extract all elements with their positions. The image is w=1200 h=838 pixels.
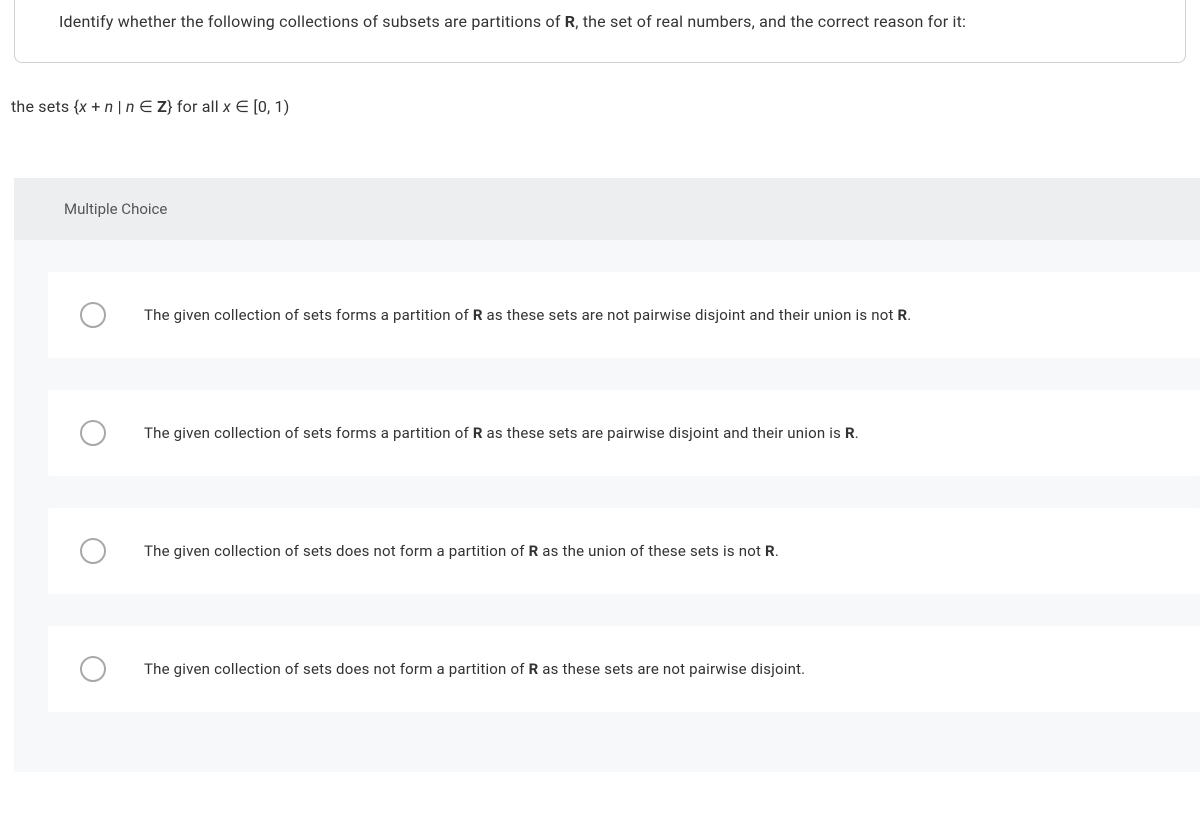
opt-b2: R [765,542,775,560]
option-row[interactable]: The given collection of sets does not fo… [48,508,1200,594]
opt-b1: R [529,542,539,560]
opt-b1: R [473,306,483,324]
option-text: The given collection of sets forms a par… [144,424,859,442]
opt-mid: as these sets are not pairwise disjoint … [483,306,898,324]
option-text: The given collection of sets does not fo… [144,542,779,560]
question-box: Identify whether the following collectio… [14,0,1186,63]
prompt-post: , the set of real numbers, and the corre… [575,12,966,31]
opt-post: . [855,424,859,442]
sq-x2: x [223,97,231,116]
opt-b2: R [845,424,855,442]
opt-mid: as these sets are pairwise disjoint and … [483,424,845,442]
opt-b1: R [529,660,539,678]
sq-in: ∈ [135,97,157,116]
opt-pre: The given collection of sets does not fo… [144,660,529,678]
opt-post: . [907,306,911,324]
subquestion-text: the sets {x + n | n ∈ Z} for all x ∈ [0,… [11,97,1200,116]
opt-b1: R [473,424,483,442]
options-list: The given collection of sets forms a par… [14,272,1200,712]
option-text: The given collection of sets forms a par… [144,306,911,324]
option-text: The given collection of sets does not fo… [144,660,805,678]
opt-b2: R [897,306,907,324]
opt-pre: The given collection of sets forms a par… [144,424,473,442]
option-row[interactable]: The given collection of sets does not fo… [48,626,1200,712]
prompt-bold: R [565,12,575,31]
sq-in2: ∈ [0, 1) [231,97,290,116]
sq-n2: n [126,97,135,116]
opt-post: . [775,542,779,560]
radio-button[interactable] [80,656,106,682]
sq-pre: the sets { [11,97,79,116]
question-prompt: Identify whether the following collectio… [59,10,1141,34]
sq-bar: | [113,97,125,116]
sq-x: x [79,97,87,116]
multiple-choice-header: Multiple Choice [14,178,1200,240]
radio-button[interactable] [80,302,106,328]
prompt-pre: Identify whether the following collectio… [59,12,565,31]
opt-mid: as the union of these sets is not [538,542,765,560]
sq-plus: + [87,97,105,116]
sq-Z: Z [157,97,167,116]
option-row[interactable]: The given collection of sets forms a par… [48,272,1200,358]
opt-pre: The given collection of sets does not fo… [144,542,529,560]
opt-pre: The given collection of sets forms a par… [144,306,473,324]
sq-brace: } for all [167,97,223,116]
multiple-choice-container: Multiple Choice The given collection of … [14,178,1200,772]
opt-mid: as these sets are not pairwise disjoint. [538,660,805,678]
radio-button[interactable] [80,420,106,446]
option-row[interactable]: The given collection of sets forms a par… [48,390,1200,476]
radio-button[interactable] [80,538,106,564]
